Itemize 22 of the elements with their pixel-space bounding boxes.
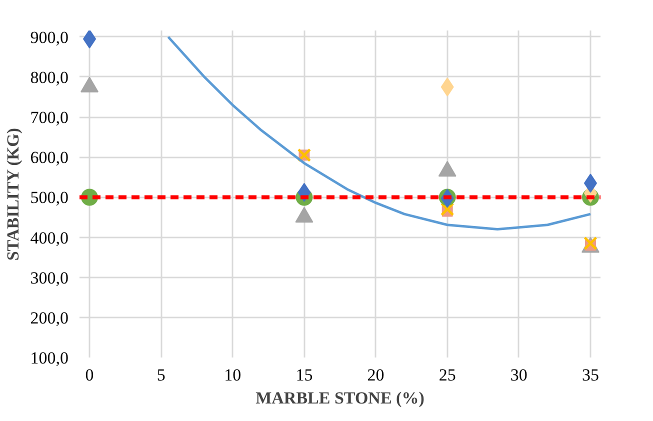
x-tick-label: 25 <box>438 366 456 384</box>
point <box>83 30 96 48</box>
y-tick-label: 900,0 <box>30 28 68 47</box>
x-tick-label: 20 <box>367 366 384 384</box>
y-tick-label: 700,0 <box>30 108 68 128</box>
y-tick-label: 300,0 <box>30 268 68 288</box>
y-tick-label: 800,0 <box>30 68 68 87</box>
y-tick-label: 600,0 <box>30 148 68 168</box>
x-tick-label: 10 <box>224 366 242 384</box>
y-tick-label: 200,0 <box>30 308 68 328</box>
x-tick-label: 0 <box>85 366 94 384</box>
x-tick-label: 30 <box>510 366 528 384</box>
x-tick-label: 15 <box>296 366 313 384</box>
y-tick-label: 400,0 <box>30 228 68 248</box>
y-tick-label: 500,0 <box>30 188 68 208</box>
point <box>440 202 454 216</box>
x-tick-label: 5 <box>156 366 166 384</box>
y-axis-title: STABILITY (KG) <box>3 128 22 261</box>
x-tick-label: 35 <box>582 366 599 384</box>
x-axis-title: MARBLE STONE (%) <box>256 388 424 408</box>
y-tick-label: 100,0 <box>30 348 68 368</box>
line-series <box>166 36 592 231</box>
